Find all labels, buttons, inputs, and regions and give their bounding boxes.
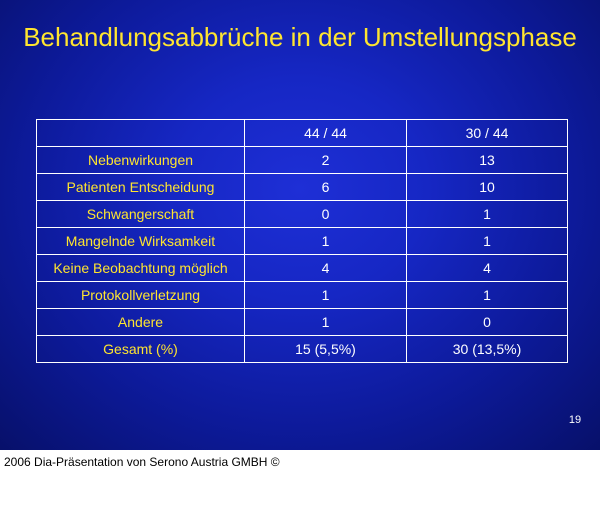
value-cell: 1 xyxy=(244,308,407,336)
slide: Behandlungsabbrüche in der Umstellungsph… xyxy=(0,0,600,450)
value-cell: 0 xyxy=(406,308,568,336)
table-total-row: Gesamt (%) 15 (5,5%) 30 (13,5%) xyxy=(36,335,568,363)
header-cell-empty xyxy=(36,119,245,147)
total-cell: 30 (13,5%) xyxy=(406,335,568,363)
value-cell: 10 xyxy=(406,173,568,201)
table-row: Andere 1 0 xyxy=(36,308,568,336)
header-cell-group-1: 44 / 44 xyxy=(244,119,407,147)
page-number: 19 xyxy=(568,414,582,426)
row-label: Patienten Entscheidung xyxy=(36,173,245,201)
table-row: Keine Beobachtung möglich 4 4 xyxy=(36,254,568,282)
value-cell: 1 xyxy=(406,200,568,228)
row-label: Keine Beobachtung möglich xyxy=(36,254,245,282)
table-row: Schwangerschaft 0 1 xyxy=(36,200,568,228)
value-cell: 2 xyxy=(244,146,407,174)
value-cell: 1 xyxy=(406,227,568,255)
table-row: Patienten Entscheidung 6 10 xyxy=(36,173,568,201)
slide-title: Behandlungsabbrüche in der Umstellungsph… xyxy=(23,22,577,52)
value-cell: 4 xyxy=(244,254,407,282)
value-cell: 13 xyxy=(406,146,568,174)
row-label: Protokollverletzung xyxy=(36,281,245,309)
value-cell: 4 xyxy=(406,254,568,282)
table-row: Nebenwirkungen 2 13 xyxy=(36,146,568,174)
copyright-footer: 2006 Dia-Präsentation von Serono Austria… xyxy=(4,455,280,469)
value-cell: 1 xyxy=(244,227,407,255)
discontinuation-table: 44 / 44 30 / 44 Nebenwirkungen 2 13 Pati… xyxy=(36,119,568,363)
row-label: Schwangerschaft xyxy=(36,200,245,228)
header-cell-group-2: 30 / 44 xyxy=(406,119,568,147)
row-label: Mangelnde Wirksamkeit xyxy=(36,227,245,255)
value-cell: 1 xyxy=(244,281,407,309)
total-cell: 15 (5,5%) xyxy=(244,335,407,363)
row-label: Andere xyxy=(36,308,245,336)
row-label: Nebenwirkungen xyxy=(36,146,245,174)
table-row: Mangelnde Wirksamkeit 1 1 xyxy=(36,227,568,255)
value-cell: 6 xyxy=(244,173,407,201)
table-header-row: 44 / 44 30 / 44 xyxy=(36,119,568,147)
table-row: Protokollverletzung 1 1 xyxy=(36,281,568,309)
row-label-total: Gesamt (%) xyxy=(36,335,245,363)
value-cell: 0 xyxy=(244,200,407,228)
value-cell: 1 xyxy=(406,281,568,309)
